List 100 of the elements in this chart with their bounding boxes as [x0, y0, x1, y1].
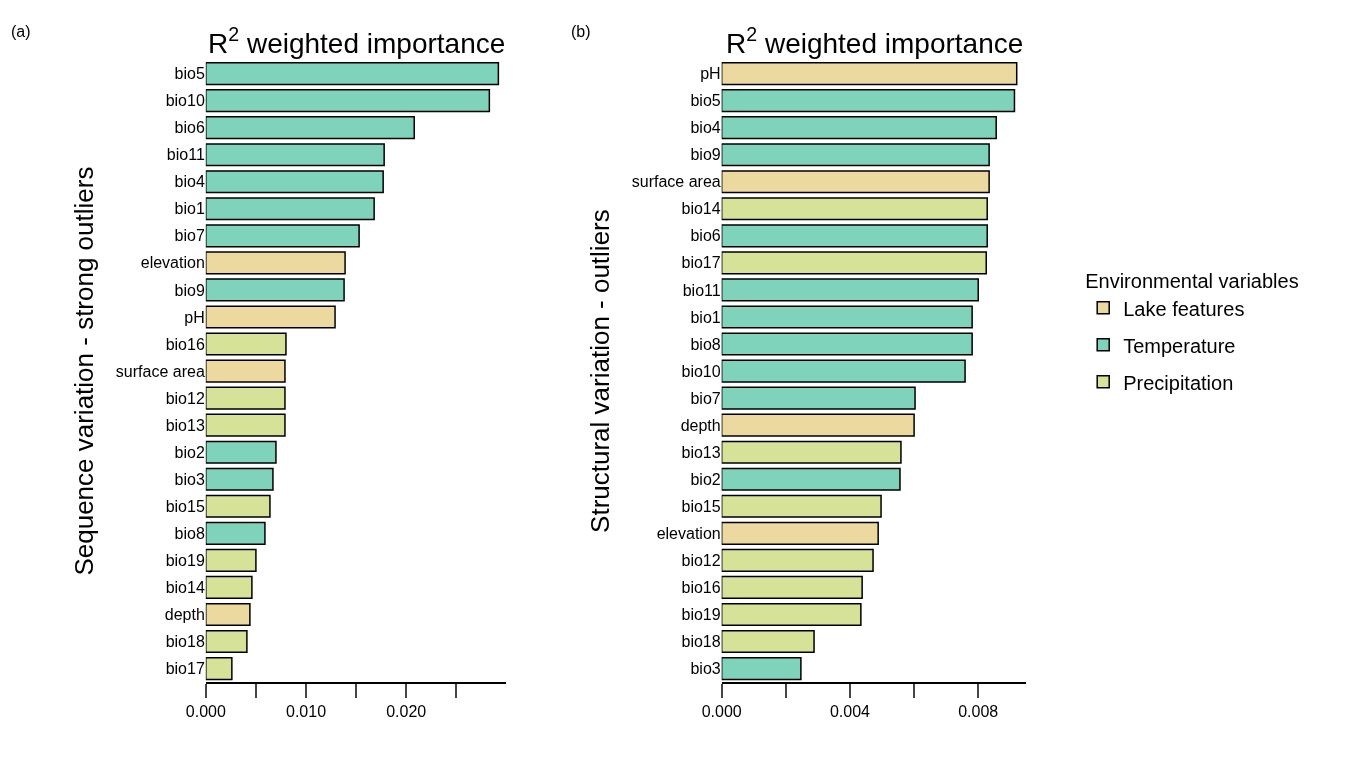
y-tick-label: elevation — [656, 524, 721, 542]
bar — [721, 359, 966, 383]
bar — [205, 278, 345, 302]
x-tick-label: 0.008 — [958, 703, 999, 721]
bar — [721, 143, 990, 167]
text: (a) — [11, 23, 31, 40]
y-tick-label: bio9 — [690, 146, 721, 164]
y-tick-label: bio16 — [165, 335, 205, 353]
bar — [721, 575, 863, 600]
y-tick-label: bio2 — [174, 443, 205, 461]
bar — [205, 62, 500, 86]
chart-title: R$^{2}$ weighted importance — [726, 23, 1024, 59]
y-tick-label: bio4 — [690, 119, 721, 137]
x-tick-label: 0.010 — [285, 703, 327, 721]
bar — [205, 494, 271, 518]
bar — [205, 224, 360, 248]
bar — [205, 359, 286, 383]
y-tick-label: bio11 — [682, 281, 721, 299]
bar — [205, 602, 251, 627]
y-tick-label: bio17 — [165, 660, 205, 678]
bar — [721, 89, 1016, 113]
y-tick-label: bio10 — [165, 92, 205, 110]
bar — [205, 413, 286, 437]
y-tick-label: bio5 — [174, 65, 205, 83]
y-axis-title: Sequence variation - strong outliers — [69, 166, 100, 576]
bar — [721, 440, 902, 464]
bar — [205, 467, 274, 491]
bar — [721, 305, 973, 329]
bar — [205, 521, 266, 545]
x-tick-label: 0.020 — [386, 703, 427, 721]
x-tick-label: 0.000 — [701, 703, 742, 721]
y-tick-label: pH — [184, 308, 205, 326]
y-tick-label: elevation — [140, 254, 205, 272]
y-tick-label: bio7 — [690, 389, 721, 407]
bar — [721, 629, 815, 654]
bar — [721, 170, 990, 194]
y-tick-label: bio3 — [690, 660, 721, 678]
bar — [205, 440, 277, 464]
bar — [721, 224, 988, 248]
y-tick-label: bio1 — [174, 200, 205, 218]
bar — [205, 251, 346, 275]
legend-label: Lake features — [1123, 297, 1245, 320]
bar — [205, 305, 336, 329]
y-tick-label: bio6 — [690, 227, 721, 245]
bar — [721, 386, 916, 410]
bar — [205, 386, 286, 410]
bar — [205, 116, 415, 140]
y-tick-label: bio18 — [681, 633, 721, 651]
y-tick-label: bio17 — [681, 254, 721, 272]
bar — [721, 657, 802, 681]
y-tick-label: surface area — [631, 173, 721, 191]
legend-label: Precipitation — [1123, 371, 1234, 394]
y-tick-label: bio5 — [690, 92, 721, 110]
y-tick-label: bio16 — [681, 579, 721, 597]
y-tick-label: bio10 — [681, 362, 721, 380]
bar — [721, 467, 901, 491]
text: (b) — [571, 23, 591, 40]
y-tick-label: depth — [164, 606, 205, 624]
y-tick-label: bio8 — [690, 335, 721, 353]
y-tick-label: bio9 — [174, 281, 205, 299]
bar — [205, 197, 375, 221]
bar — [205, 575, 253, 600]
bar — [205, 548, 257, 572]
y-tick-label: depth — [680, 416, 721, 434]
bar — [205, 170, 384, 194]
x-tick-label: 0.000 — [185, 703, 226, 721]
bar — [721, 413, 915, 437]
bar — [721, 251, 987, 275]
y-tick-label: pH — [700, 65, 721, 83]
y-tick-label: bio12 — [165, 389, 205, 407]
bar — [721, 332, 973, 356]
bar — [721, 197, 988, 221]
y-tick-label: bio14 — [165, 579, 205, 597]
chart-title: R$^{2}$ weighted importance — [208, 23, 506, 59]
legend-label: Temperature — [1123, 334, 1236, 357]
y-tick-label: bio14 — [681, 200, 721, 218]
y-axis-title: Structural variation - outliers — [585, 209, 616, 533]
y-tick-label: bio4 — [174, 173, 205, 191]
y-tick-label: bio1 — [690, 308, 721, 326]
y-tick-label: bio11 — [166, 146, 205, 164]
y-tick-label: bio12 — [681, 551, 721, 569]
bar — [205, 332, 287, 356]
bar — [205, 143, 385, 167]
bar — [721, 278, 979, 302]
bar — [721, 548, 874, 572]
legend-title: Environmental variables — [1085, 270, 1299, 293]
x-tick-label: 0.004 — [829, 703, 871, 721]
y-tick-label: surface area — [115, 362, 205, 380]
bar — [721, 602, 862, 627]
bar — [721, 521, 879, 545]
bar — [721, 116, 997, 140]
bar — [205, 629, 248, 654]
y-tick-label: bio18 — [165, 633, 205, 651]
bar — [205, 89, 491, 113]
bar — [205, 657, 233, 681]
y-tick-label: bio13 — [165, 416, 205, 434]
y-tick-label: bio7 — [174, 227, 205, 245]
y-tick-label: bio8 — [174, 524, 205, 542]
y-tick-label: bio19 — [681, 606, 721, 624]
y-tick-label: bio15 — [681, 497, 721, 515]
